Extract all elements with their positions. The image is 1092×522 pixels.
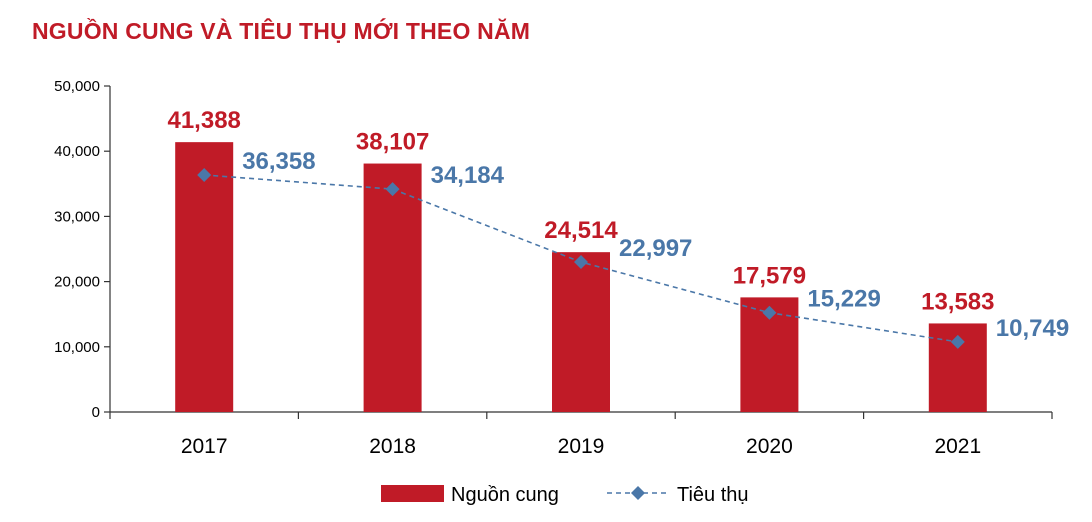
legend-label-consumption: Tiêu thụ [677, 484, 749, 506]
bar-value-label: 24,514 [544, 217, 618, 244]
line-point-marker [385, 182, 400, 197]
bars [175, 142, 987, 412]
legend-diamond-marker [631, 486, 645, 500]
line-value-label: 10,749 [996, 315, 1069, 342]
line-value-label: 15,229 [807, 286, 880, 313]
legend-label-supply: Nguồn cung [451, 484, 559, 506]
chart-title: NGUỒN CUNG VÀ TIÊU THỤ MỚI THEO NĂM [32, 18, 531, 44]
y-tick-label: 0 [92, 404, 100, 421]
line-series [197, 167, 965, 349]
legend-bar-swatch [381, 485, 444, 502]
line-value-label: 34,184 [431, 162, 505, 189]
x-tick-label: 2017 [181, 435, 228, 458]
line-point-marker [197, 167, 212, 182]
bar-value-label: 17,579 [733, 262, 806, 289]
line-value-label: 36,358 [242, 148, 315, 175]
line-point-marker [574, 255, 588, 270]
line-point-marker [950, 334, 965, 349]
legend: Nguồn cung Tiêu thụ [381, 484, 749, 506]
bar [175, 142, 234, 412]
y-tick-label: 50,000 [54, 78, 100, 95]
line-value-label: 22,997 [619, 235, 692, 262]
data-labels: 41,388 38,107 24,514 17,579 13,583 36,358 34,1… [167, 107, 1069, 342]
bar-value-label: 13,583 [921, 288, 994, 315]
bar-value-label: 41,388 [167, 107, 240, 134]
x-tick-label: 2021 [934, 435, 981, 458]
line-point-marker [762, 305, 777, 320]
bar [363, 163, 422, 412]
x-tick-label: 2019 [558, 435, 605, 458]
y-tick-label: 30,000 [54, 208, 100, 225]
x-tick-label: 2018 [369, 435, 416, 458]
y-tick-label: 40,000 [54, 143, 100, 160]
bar-value-label: 38,107 [356, 129, 429, 156]
y-tick-label: 10,000 [54, 339, 100, 356]
bar [552, 252, 610, 412]
x-tick-label: 2020 [746, 435, 793, 458]
y-tick-label: 20,000 [54, 274, 100, 291]
